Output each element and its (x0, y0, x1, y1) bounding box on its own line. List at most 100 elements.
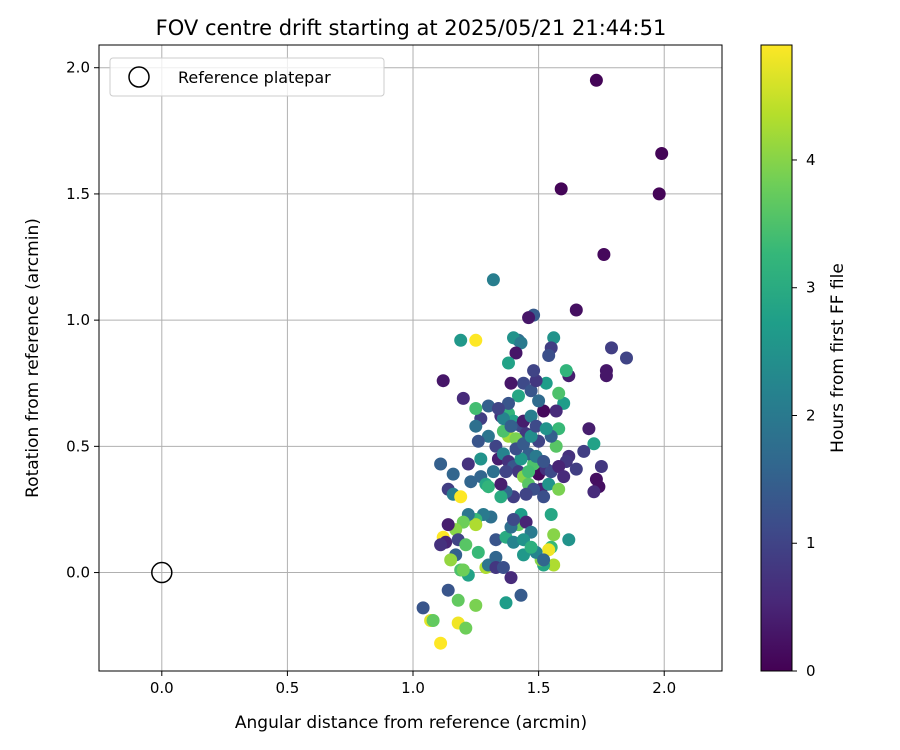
data-point (544, 508, 558, 521)
colorbar-tick-label: 1 (806, 534, 816, 552)
data-point (509, 346, 523, 360)
data-point (529, 374, 543, 388)
data-point (496, 561, 510, 574)
data-point (599, 369, 613, 383)
data-point (494, 477, 508, 491)
data-point (481, 480, 495, 494)
data-point (529, 419, 543, 433)
data-point (569, 462, 583, 476)
data-point (436, 374, 450, 388)
data-point (522, 311, 536, 325)
data-point (589, 73, 603, 87)
data-point (537, 553, 551, 567)
data-point (542, 543, 556, 557)
data-point (494, 490, 508, 504)
data-point (489, 550, 503, 564)
data-point (512, 389, 525, 403)
chart-title: FOV centre drift starting at 2025/05/21 … (156, 16, 667, 40)
data-point (502, 356, 515, 370)
data-point (469, 402, 483, 415)
y-axis-ticks: 0.0 0.5 1.0 1.5 2.0 (66, 59, 99, 582)
data-point (620, 351, 633, 365)
legend-marker-icon (128, 66, 150, 88)
data-point (471, 434, 485, 448)
data-point (441, 583, 455, 597)
data-point (459, 538, 473, 552)
x-axis-ticks: 0.0 0.5 1.0 1.5 2.0 (150, 671, 676, 697)
data-point (577, 444, 591, 458)
data-point (547, 331, 561, 345)
y-axis-title: Rotation from reference (arcmin) (23, 218, 43, 498)
data-point (507, 513, 520, 526)
data-point (527, 364, 541, 378)
data-point (514, 588, 528, 602)
data-point (491, 402, 505, 415)
data-point (434, 538, 448, 552)
data-point (514, 452, 528, 466)
data-point (524, 540, 538, 554)
data-point (514, 336, 528, 350)
y-tick-label: 0.5 (66, 437, 90, 455)
data-point (504, 376, 518, 390)
data-point (502, 396, 515, 410)
data-point (547, 528, 561, 542)
data-point (542, 349, 556, 362)
colorbar-tick-label: 4 (806, 151, 816, 169)
data-point (481, 399, 495, 413)
x-axis-title: Angular distance from reference (arcmin) (235, 713, 587, 733)
plot-frame (98, 44, 723, 672)
reference-marker (151, 561, 173, 584)
data-point (416, 601, 430, 615)
data-point (582, 422, 596, 436)
data-point (594, 460, 608, 473)
reference-marker-layer (151, 561, 173, 584)
data-point (522, 465, 536, 479)
data-point (499, 596, 513, 610)
x-tick-label: 2.0 (652, 679, 676, 697)
data-point (537, 404, 551, 418)
colorbar-tick-label: 0 (806, 662, 816, 680)
data-point (552, 460, 566, 473)
colorbar-title: Hours from first FF file (828, 263, 848, 453)
data-point (552, 482, 566, 496)
data-point (441, 518, 455, 532)
data-point (554, 182, 568, 196)
legend-label: Reference platepar (178, 68, 331, 87)
x-tick-label: 0.5 (275, 679, 299, 697)
data-point (456, 391, 470, 405)
data-point (444, 553, 458, 567)
data-point (451, 593, 465, 607)
data-point (562, 533, 576, 547)
data-point (537, 490, 551, 504)
data-point (524, 409, 538, 423)
colorbar-tick-label: 3 (806, 279, 816, 297)
data-point (549, 404, 563, 418)
data-point (547, 558, 561, 572)
data-point (542, 477, 556, 491)
data-point (504, 419, 518, 433)
data-point (471, 545, 485, 559)
legend-box (109, 57, 385, 97)
colorbar: 0 1 2 3 4 (760, 44, 816, 680)
data-point (655, 147, 669, 160)
data-point (469, 598, 483, 612)
data-point (486, 465, 500, 479)
data-point (474, 452, 488, 466)
data-point (652, 187, 666, 201)
data-point (434, 457, 448, 471)
plot-area (99, 45, 722, 671)
data-point (519, 515, 533, 529)
data-point (489, 533, 503, 547)
data-point (469, 518, 483, 532)
data-points (416, 73, 669, 650)
data-point (454, 333, 468, 347)
data-point (549, 439, 563, 453)
data-point (539, 422, 553, 436)
data-point (459, 621, 473, 635)
data-point (519, 487, 533, 501)
data-point (557, 470, 571, 484)
y-tick-label: 1.0 (66, 311, 90, 329)
data-point (456, 563, 470, 577)
data-point (434, 636, 448, 650)
